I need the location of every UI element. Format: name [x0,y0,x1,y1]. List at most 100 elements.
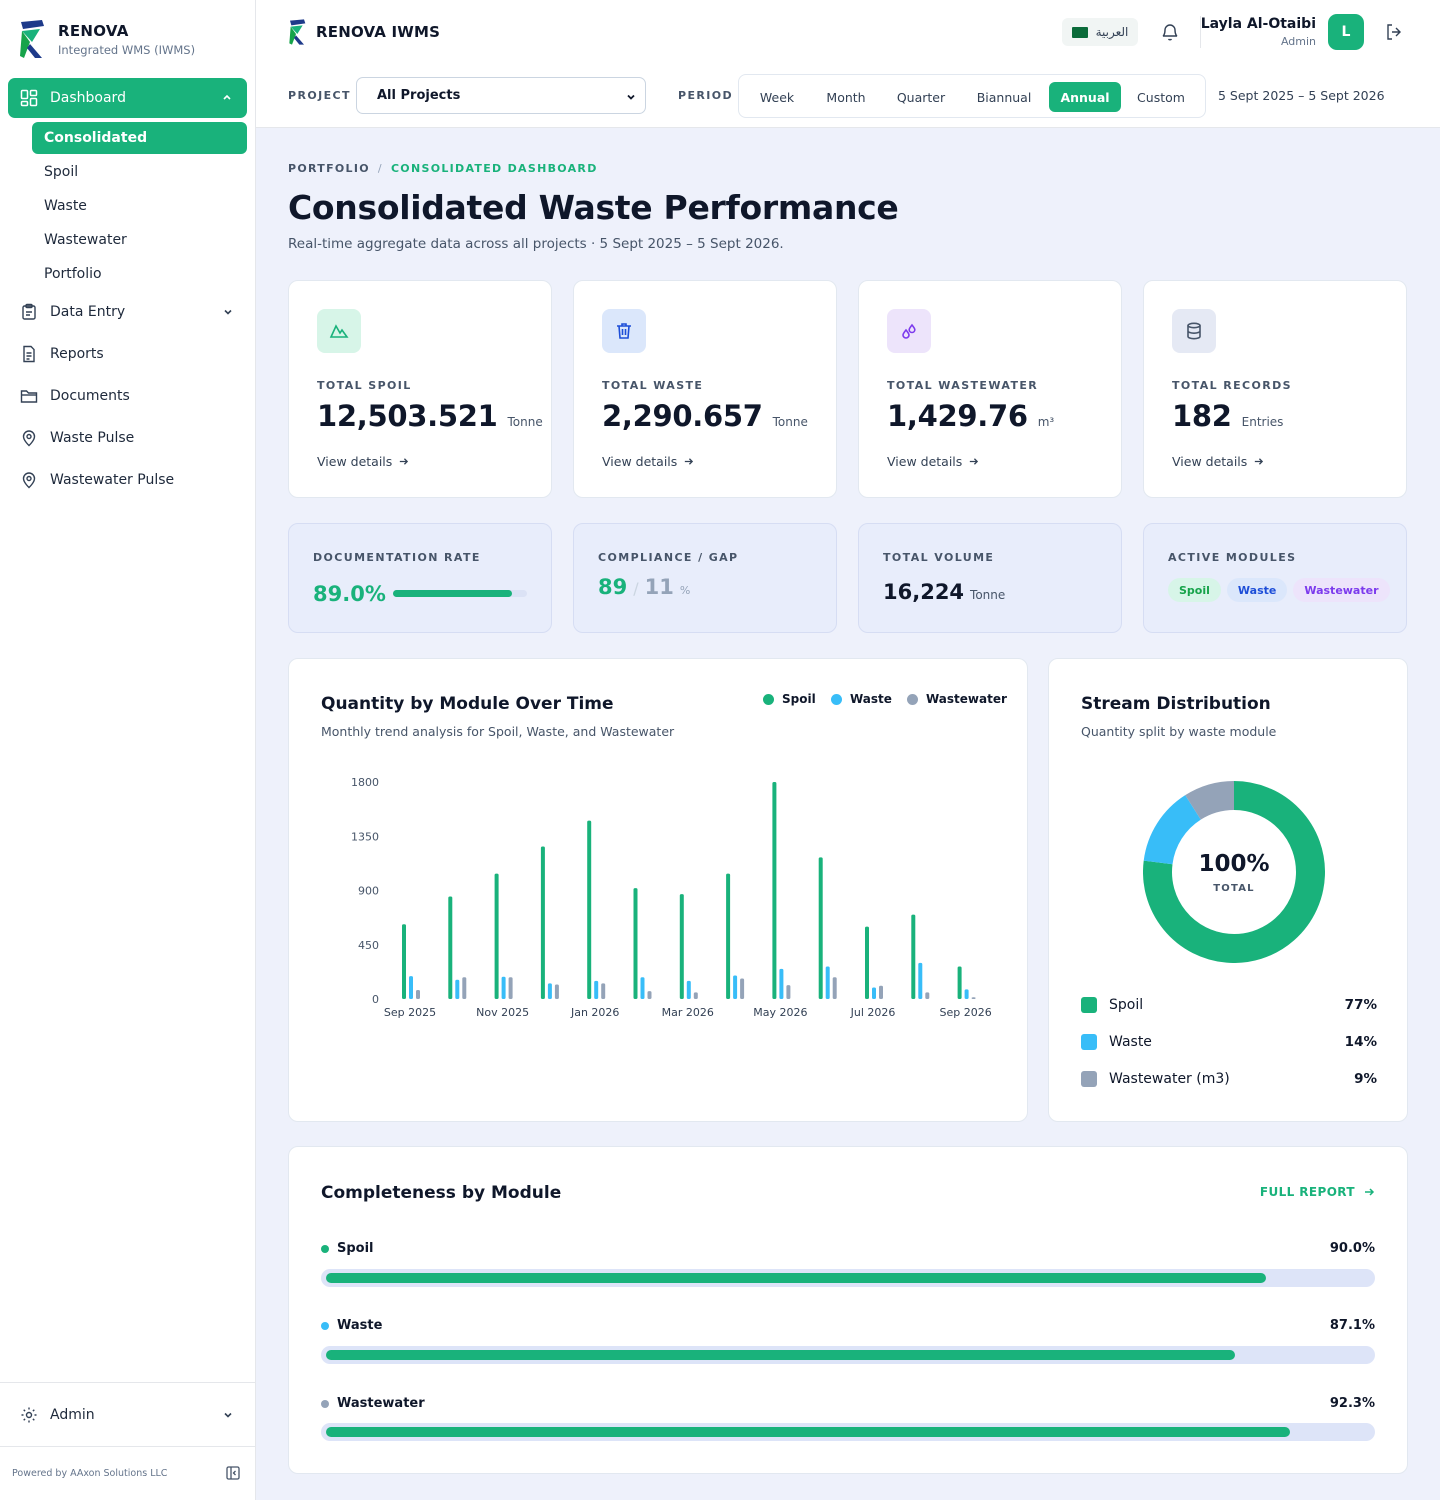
kpi-label: TOTAL SPOIL [317,379,412,392]
sidebar-item-data-entry[interactable]: Data Entry [20,299,244,325]
bar-spoil-may-2026[interactable] [772,782,777,999]
bar-spoil-aug-2026[interactable] [911,914,916,999]
legend-item-wastewater[interactable]: Wastewater [907,692,1007,706]
bar-spoil-apr-2026[interactable] [726,873,731,999]
brand[interactable]: RENOVA Integrated WMS (IWMS) [18,18,195,60]
module-dot [321,1321,329,1330]
x-tick-label: Jul 2026 [850,1006,896,1019]
bar-wastewater-mar-2026[interactable] [693,992,698,999]
kpi-unit: Tonne [772,415,808,429]
bar-wastewater-jul-2026[interactable] [879,985,883,999]
header-brand[interactable]: RENOVA IWMS [288,18,440,46]
language-toggle-button[interactable]: العربية [1062,18,1138,46]
sidebar-subitem-portfolio[interactable]: Portfolio [44,266,102,282]
arrow-right-icon [1365,1188,1375,1196]
sidebar-item-reports[interactable]: Reports [20,341,244,367]
bar-wastewater-apr-2026[interactable] [740,978,745,999]
logout-icon[interactable] [1384,22,1404,42]
sidebar-item-label: Dashboard [50,90,126,106]
bar-spoil-jul-2026[interactable] [865,926,869,999]
bar-waste-oct-2025[interactable] [455,979,460,999]
period-week-button[interactable]: Week [759,89,795,105]
bar-wastewater-jun-2026[interactable] [832,977,837,999]
bar-wastewater-sep-2026[interactable] [971,997,976,999]
bar-spoil-sep-2026[interactable] [957,966,962,999]
completeness-row-label-wastewater: Wastewater [321,1396,425,1411]
bar-spoil-jun-2026[interactable] [818,857,823,999]
bar-waste-jan-2026[interactable] [594,980,599,999]
legend-item-spoil[interactable]: Spoil [763,692,816,706]
period-custom-button[interactable]: Custom [1137,89,1185,105]
bell-icon[interactable] [1160,22,1180,42]
legend-label: Wastewater (m3) [1109,1071,1230,1087]
bar-waste-jun-2026[interactable] [825,966,830,999]
period-selector: Week Month Quarter Biannual Annual Custo… [738,74,1206,118]
view-details-link[interactable]: View details [317,454,409,469]
avatar[interactable]: L [1328,14,1364,50]
donut-slice-spoil[interactable] [1143,781,1325,963]
view-details-link[interactable]: View details [602,454,694,469]
view-details-link[interactable]: View details [1172,454,1264,469]
bar-wastewater-feb-2026[interactable] [647,991,652,999]
gear-icon [21,1407,37,1423]
bar-wastewater-aug-2026[interactable] [925,992,930,999]
legend-item-waste[interactable]: Waste [831,692,892,706]
bar-wastewater-jan-2026[interactable] [601,983,606,999]
y-tick-label: 1350 [351,830,379,843]
donut-slice-waste[interactable] [1143,795,1202,865]
legend-label: Waste [850,692,892,706]
completeness-row-label-spoil: Spoil [321,1241,374,1256]
bar-spoil-dec-2025[interactable] [540,846,545,999]
stat-card-compliance: COMPLIANCE / GAP 89 / 11 % [573,523,837,633]
bar-wastewater-sep-2025[interactable] [416,989,420,999]
sidebar-item-admin[interactable]: Admin [20,1402,244,1428]
bar-waste-jul-2026[interactable] [872,987,876,999]
bar-waste-nov-2025[interactable] [501,976,506,999]
stat-label: COMPLIANCE / GAP [598,551,739,564]
module-dot [321,1244,329,1253]
bar-wastewater-nov-2025[interactable] [508,977,513,999]
bar-waste-feb-2026[interactable] [640,977,645,999]
sidebar-collapse-icon[interactable] [226,1466,240,1480]
bar-spoil-jan-2026[interactable] [587,820,592,999]
donut-slice-wastewater[interactable] [1185,781,1235,820]
period-biannual-button[interactable]: Biannual [976,89,1032,105]
link-label: View details [602,454,678,469]
sidebar-subitem-consolidated[interactable]: Consolidated [32,122,247,154]
sidebar-subitem-wastewater[interactable]: Wastewater [44,232,127,248]
bar-spoil-nov-2025[interactable] [494,873,499,999]
view-details-link[interactable]: View details [887,454,979,469]
bar-waste-aug-2026[interactable] [918,962,923,999]
sidebar-item-wastewater-pulse[interactable]: Wastewater Pulse [20,467,244,493]
kpi-label: TOTAL WASTE [602,379,704,392]
donut-legend-waste: Waste 14% [1081,1032,1377,1052]
period-month-button[interactable]: Month [826,89,866,105]
bar-spoil-oct-2025[interactable] [448,896,453,999]
bar-waste-sep-2025[interactable] [409,976,413,999]
sidebar-item-dashboard[interactable]: Dashboard [8,78,247,118]
bar-waste-sep-2026[interactable] [964,989,969,999]
project-select[interactable]: All Projects [356,77,646,114]
bar-waste-mar-2026[interactable] [686,980,691,999]
bar-wastewater-dec-2025[interactable] [554,984,559,999]
bar-spoil-sep-2025[interactable] [402,924,406,999]
sidebar-subitem-waste[interactable]: Waste [44,198,87,214]
period-quarter-button[interactable]: Quarter [896,89,946,105]
sidebar-item-waste-pulse[interactable]: Waste Pulse [20,425,244,451]
period-annual-button[interactable]: Annual [1049,82,1121,112]
language-label: العربية [1095,25,1129,39]
breadcrumb-item[interactable]: PORTFOLIO [288,162,370,175]
bar-wastewater-may-2026[interactable] [786,985,791,999]
bar-waste-dec-2025[interactable] [547,983,552,999]
bar-waste-may-2026[interactable] [779,968,784,999]
bar-wastewater-oct-2025[interactable] [462,977,467,999]
chevron-down-icon [224,309,232,315]
full-report-link[interactable]: FULL REPORT [1260,1185,1375,1199]
bar-spoil-mar-2026[interactable] [679,894,684,999]
sidebar-subitem-spoil[interactable]: Spoil [44,164,79,180]
bar-waste-apr-2026[interactable] [733,975,738,999]
sidebar-item-documents[interactable]: Documents [20,383,244,409]
row-label: Waste [337,1318,383,1333]
kpi-icon-box [887,309,931,353]
bar-spoil-feb-2026[interactable] [633,888,638,999]
